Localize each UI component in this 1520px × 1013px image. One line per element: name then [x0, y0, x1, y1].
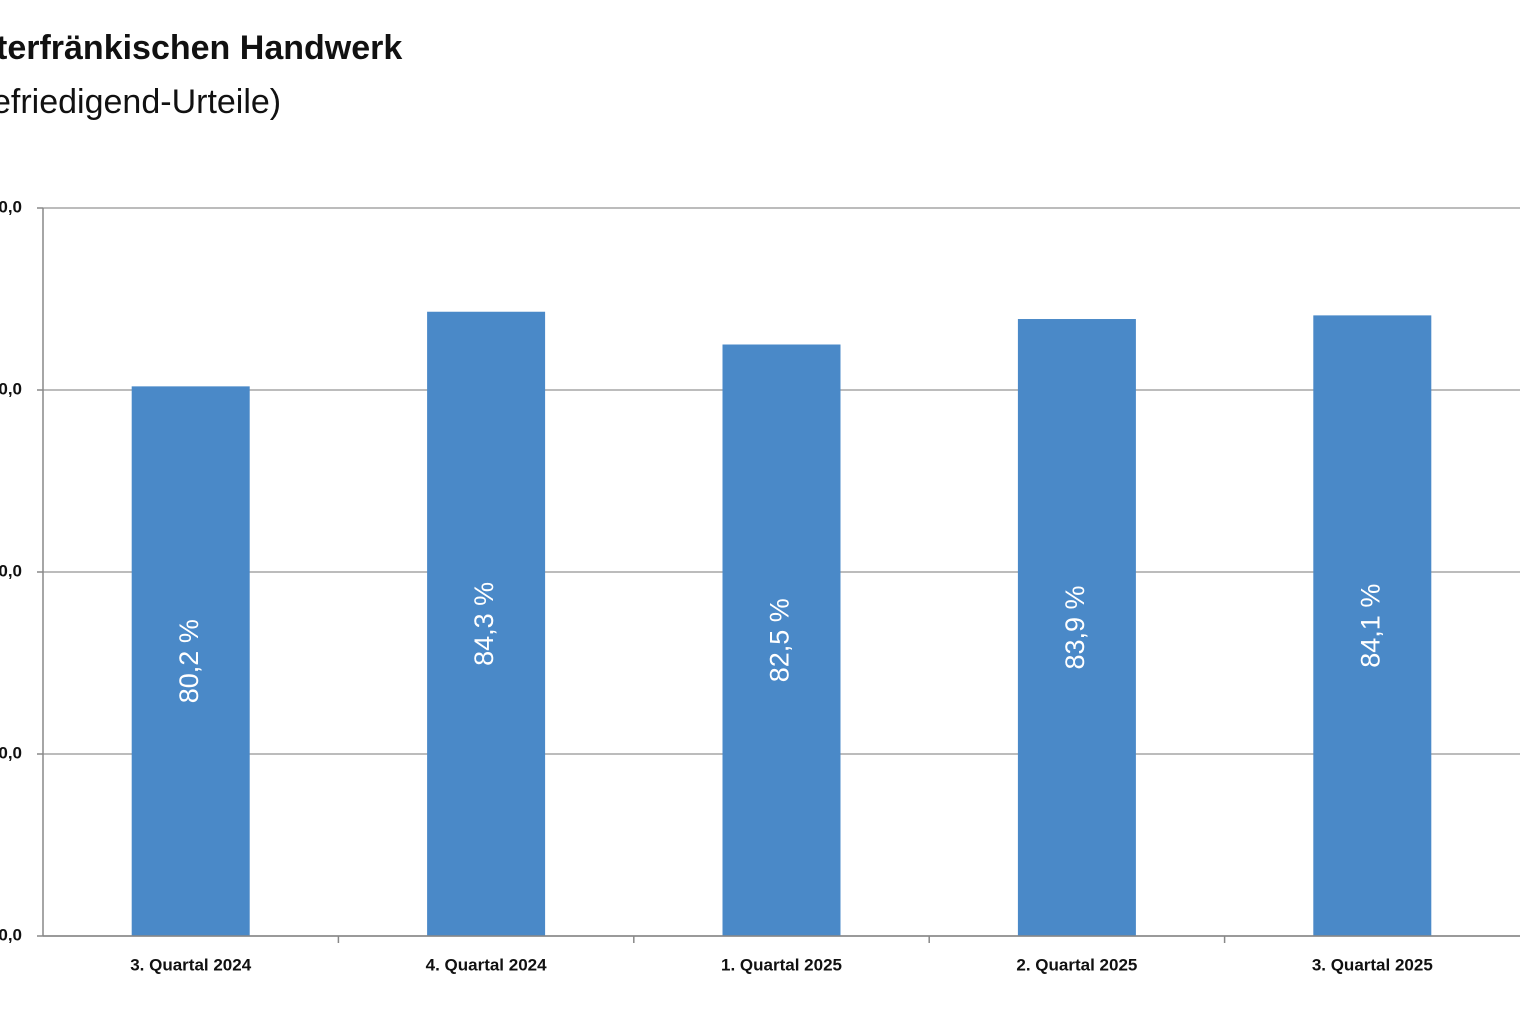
x-tick-label: 4. Quartal 2024 — [426, 955, 548, 974]
bar — [1313, 315, 1432, 936]
bar — [427, 311, 546, 936]
value-label: 83,9 % — [1060, 585, 1090, 669]
y-tick-label: 60,0 — [0, 743, 22, 762]
x-tick-label: 3. Quartal 2024 — [130, 955, 252, 974]
chart-subtitle: efriedigend-Urteile) — [0, 83, 281, 121]
value-label: 84,3 % — [469, 582, 499, 666]
y-tick-label: 50,0 — [0, 925, 22, 944]
value-label: 82,5 % — [765, 598, 795, 682]
value-label: 84,1 % — [1355, 584, 1385, 668]
value-label: 80,2 % — [174, 619, 204, 703]
x-tick-label: 2. Quartal 2025 — [1016, 955, 1137, 974]
y-tick-label: 80,0 — [0, 379, 22, 398]
x-tick-label: 1. Quartal 2025 — [721, 955, 842, 974]
chart-title: terfränkischen Handwerk — [0, 29, 402, 67]
x-tick-label: 3. Quartal 2025 — [1312, 955, 1433, 974]
bar — [722, 344, 841, 936]
y-tick-label: 70,0 — [0, 561, 22, 580]
bar — [131, 386, 250, 936]
bar — [1017, 319, 1136, 936]
y-tick-label: 90,0 — [0, 197, 22, 216]
